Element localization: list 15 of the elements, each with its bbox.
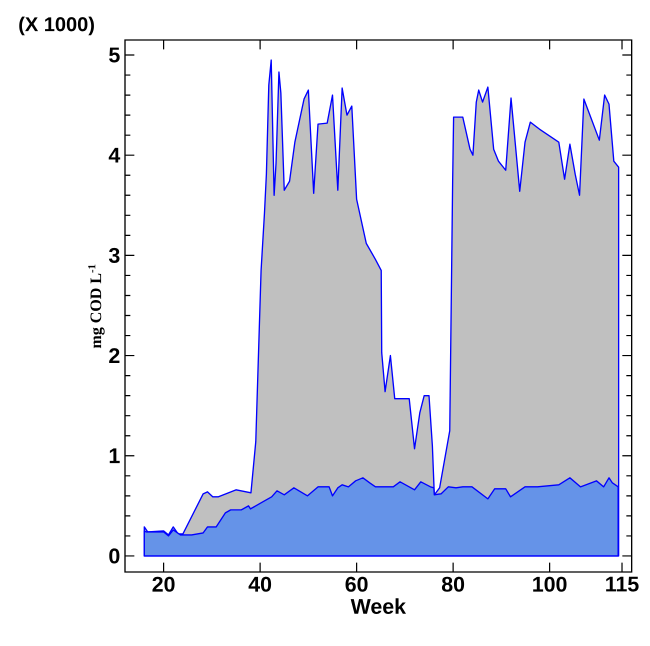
- x-tick-label: 100: [533, 576, 567, 592]
- x-tick-label: 60: [346, 576, 368, 592]
- x-tick-label: 115: [606, 576, 639, 592]
- y-axis-title: mg COD L$^{-1}$: [88, 264, 105, 348]
- text: (X 1000): [19, 16, 94, 36]
- y-tick-label: 0: [109, 548, 120, 564]
- x-tick-label: 80: [442, 576, 464, 592]
- x-tick-label: 20: [152, 576, 175, 592]
- y-tick-label: 5: [109, 48, 120, 62]
- x-tick-label: 40: [248, 576, 272, 592]
- y-tick-label: 1: [110, 448, 120, 464]
- x-axis-title: Week: [350, 598, 406, 614]
- y-tick-label: 2: [109, 348, 120, 364]
- y-tick-label: 4: [108, 148, 120, 163]
- y-tick-label: 3: [108, 248, 120, 263]
